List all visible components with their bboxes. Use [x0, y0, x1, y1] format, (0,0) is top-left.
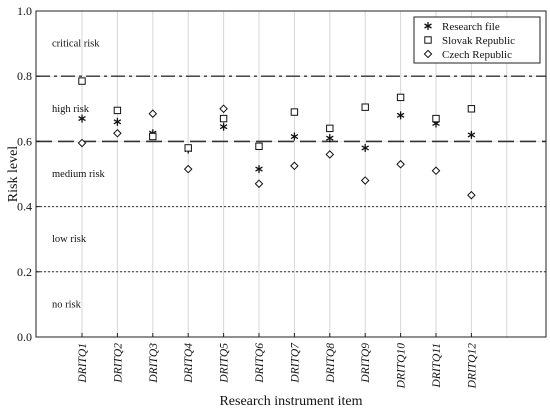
legend-asterisk-icon: [424, 22, 432, 30]
zone-label: critical risk: [52, 39, 100, 50]
y-tick-label: 0.2: [17, 265, 32, 279]
diamond-data-point: [113, 128, 122, 138]
x-category-label: DRITQ8: [325, 343, 337, 384]
y-tick-label: 1.0: [17, 4, 32, 18]
legend-diamond-icon: [423, 49, 433, 59]
x-category-label: DRITQ1: [77, 343, 89, 384]
square-data-point: [149, 132, 157, 141]
asterisk-data-point: [361, 143, 369, 152]
asterisk-data-point: [219, 122, 228, 131]
x-category-label: DRITQ6: [254, 343, 266, 384]
diamond-data-point: [219, 104, 228, 114]
y-tick-label: 0.0: [17, 330, 32, 344]
asterisk-stroke: [326, 135, 334, 141]
x-category-label: DRITQ4: [183, 343, 195, 384]
legend-entry: Slovak Republic: [442, 35, 515, 47]
square-data-point: [290, 108, 299, 116]
diamond-data-point: [467, 190, 476, 200]
asterisk-stroke: [290, 133, 299, 140]
asterisk-data-point: [467, 130, 476, 139]
asterisk-stroke: [424, 23, 432, 29]
diamond-data-point: [325, 150, 335, 159]
diamond-data-point: [148, 109, 158, 118]
asterisk-data-point: [255, 165, 263, 174]
x-category-label: DRITQ12: [466, 343, 478, 390]
legend-square-icon: [424, 36, 432, 44]
zone-label: medium risk: [52, 169, 106, 180]
legend-entry: Research file: [442, 21, 500, 33]
x-category-label: DRITQ3: [148, 343, 160, 384]
x-axis-title: Research instrument item: [219, 394, 362, 409]
diamond-data-point: [254, 179, 264, 189]
asterisk-data-point: [113, 117, 122, 126]
square-data-point: [219, 114, 228, 123]
diamond-data-point: [360, 176, 370, 185]
x-category-label: DRITQ2: [112, 343, 124, 384]
x-category-label: DRITQ5: [219, 343, 231, 384]
square-data-point: [184, 144, 192, 152]
square-data-point: [326, 124, 334, 133]
legend-entry: Czech Republic: [442, 49, 512, 61]
square-data-point: [255, 142, 263, 150]
y-axis-title: Risk level: [6, 146, 21, 202]
square-data-point: [113, 106, 122, 115]
asterisk-stroke: [396, 112, 405, 118]
asterisk-stroke: [467, 132, 476, 138]
square-data-point: [361, 103, 369, 111]
square-data-point: [396, 93, 405, 102]
x-category-label: DRITQ10: [396, 343, 408, 390]
zone-label: low risk: [52, 234, 87, 245]
y-tick-label: 0.8: [17, 69, 32, 83]
square-data-point: [78, 77, 86, 85]
diamond-data-point: [431, 166, 441, 176]
diamond-data-point: [183, 164, 193, 174]
zone-label: high risk: [52, 104, 90, 115]
y-tick-label: 0.6: [17, 134, 32, 148]
x-category-label: DRITQ11: [431, 343, 443, 389]
plot-area: [36, 11, 546, 337]
diamond-data-point: [396, 159, 405, 169]
x-category-label: DRITQ9: [360, 343, 372, 384]
diamond-data-point: [77, 138, 87, 148]
x-category-label: DRITQ7: [289, 342, 301, 384]
zone-label: no risk: [52, 299, 82, 310]
square-data-point: [432, 114, 440, 123]
asterisk-stroke: [219, 124, 228, 130]
asterisk-data-point: [290, 132, 299, 141]
asterisk-data-point: [326, 134, 334, 143]
diamond-data-point: [290, 161, 299, 171]
asterisk-stroke: [255, 166, 263, 172]
asterisk-stroke: [78, 116, 86, 122]
asterisk-stroke: [361, 145, 369, 151]
y-tick-label: 0.4: [17, 200, 32, 214]
asterisk-data-point: [396, 111, 405, 120]
asterisk-data-point: [78, 114, 86, 123]
legend-box: [413, 16, 541, 64]
square-data-point: [467, 105, 476, 113]
plot-frame: [35, 10, 547, 338]
asterisk-stroke: [113, 119, 122, 125]
